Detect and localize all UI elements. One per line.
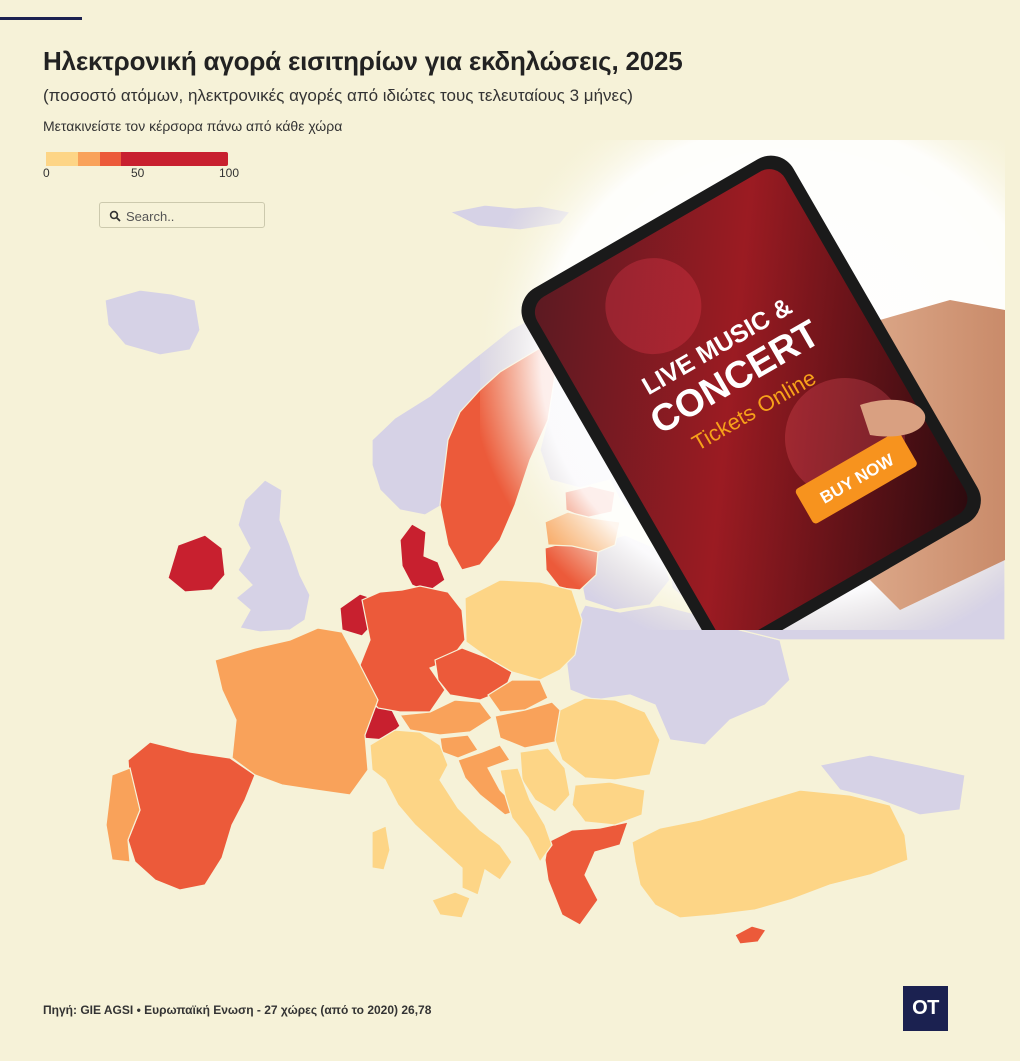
chart-title: Ηλεκτρονική αγορά εισιτηρίων για εκδηλώσ… <box>43 46 683 76</box>
country-spain[interactable] <box>127 741 256 891</box>
legend-segment-2 <box>78 152 100 166</box>
color-legend <box>46 152 228 166</box>
source-note: Πηγή: GIE AGSI • Ευρωπαϊκή Ενωση - 27 χώ… <box>43 1003 432 1017</box>
country-sardinia <box>371 825 391 871</box>
country-denmark[interactable] <box>399 523 446 593</box>
chart-subtitle: (ποσοστό ατόμων, ηλεκτρονικές αγορές από… <box>43 86 633 105</box>
country-united-kingdom[interactable] <box>235 479 311 633</box>
country-turkey[interactable] <box>631 789 909 919</box>
search-icon <box>109 210 121 222</box>
phone-screen <box>534 169 968 630</box>
country-greece[interactable] <box>544 821 629 926</box>
country-croatia[interactable] <box>457 744 522 816</box>
legend-segment-1 <box>46 152 78 166</box>
ot-logo: OT <box>903 986 948 1031</box>
country-caucasus <box>818 754 966 816</box>
country-iceland[interactable] <box>104 289 201 356</box>
promo-photo: LIVE MUSIC & CONCERT Tickets Online BUY … <box>480 140 1005 630</box>
country-france[interactable] <box>214 627 379 796</box>
country-balkans-west[interactable] <box>499 767 553 864</box>
country-slovenia[interactable] <box>439 734 479 759</box>
country-slovakia[interactable] <box>487 679 549 713</box>
legend-tick: 100 <box>219 166 240 180</box>
smartphone: LIVE MUSIC & CONCERT Tickets Online BUY … <box>521 155 981 630</box>
country-romania[interactable] <box>554 697 661 781</box>
country-ireland[interactable] <box>167 534 226 593</box>
country-portugal[interactable] <box>105 767 141 863</box>
legend-tick: 0 <box>43 166 50 180</box>
legend-tick: 50 <box>131 166 145 180</box>
country-cyprus[interactable] <box>734 925 767 945</box>
legend-segment-3 <box>100 152 121 166</box>
search-input[interactable] <box>124 205 264 227</box>
thumb <box>860 399 926 437</box>
hover-instruction: Μετακινείστε τον κέρσορα πάνω από κάθε χ… <box>43 118 343 134</box>
legend-ticks: 0 50 100 <box>43 166 243 182</box>
country-bulgaria[interactable] <box>571 781 646 826</box>
legend-segment-4 <box>121 152 228 166</box>
buy-now-button <box>795 431 917 524</box>
country-sicily <box>431 891 471 919</box>
country-italy[interactable] <box>369 729 513 896</box>
top-rule <box>0 17 82 20</box>
country-search[interactable] <box>99 202 265 228</box>
